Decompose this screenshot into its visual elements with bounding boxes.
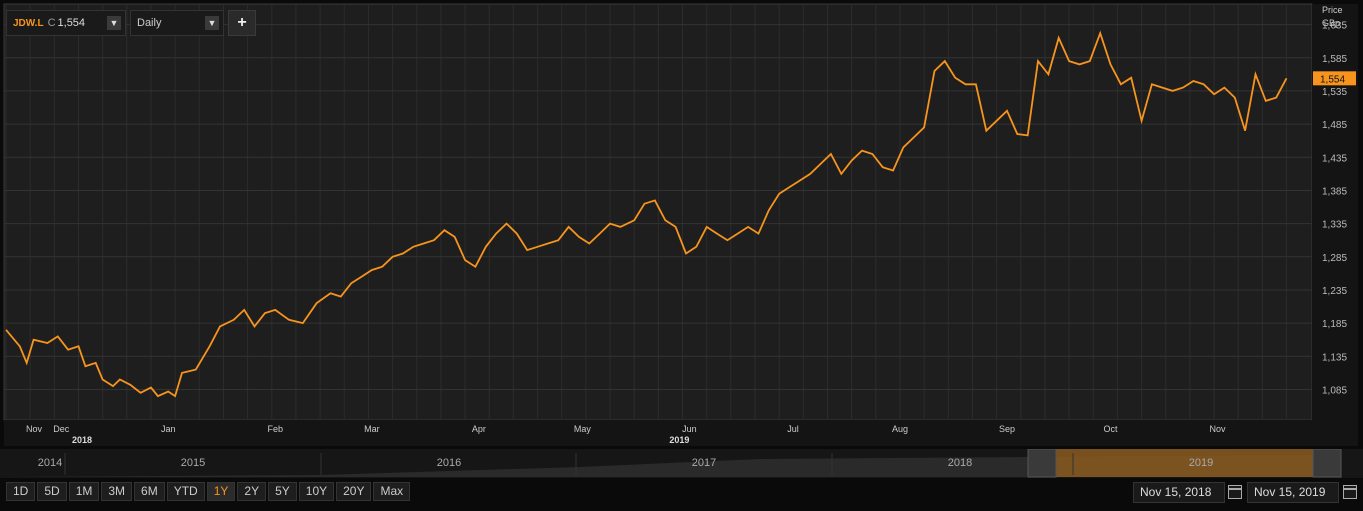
last-price-label: 1,554 bbox=[1320, 74, 1345, 85]
chevron-down-icon[interactable]: ▼ bbox=[107, 16, 121, 30]
range-button-10y[interactable]: 10Y bbox=[298, 482, 335, 501]
frequency-selector[interactable]: Daily ▼ bbox=[130, 10, 224, 36]
chevron-down-icon[interactable]: ▼ bbox=[205, 16, 219, 30]
navigator-selection[interactable] bbox=[1040, 449, 1314, 477]
x-tick-label: Feb bbox=[267, 424, 283, 434]
y-tick-label: 1,635 bbox=[1322, 21, 1347, 32]
x-tick-label: May bbox=[574, 424, 592, 434]
x-tick-label: Nov bbox=[1210, 424, 1227, 434]
range-button-5d[interactable]: 5D bbox=[37, 482, 67, 501]
y-unit-label: Price bbox=[1322, 5, 1343, 15]
x-tick-label: Apr bbox=[472, 424, 486, 434]
start-date-field[interactable]: Nov 15, 2018 bbox=[1133, 482, 1225, 503]
y-tick-label: 1,185 bbox=[1322, 319, 1347, 330]
last-price-marker bbox=[1313, 71, 1356, 86]
frequency-label: Daily bbox=[137, 17, 162, 29]
calendar-icon[interactable] bbox=[1228, 485, 1242, 499]
x-tick-label: Aug bbox=[892, 424, 908, 434]
range-button-ytd[interactable]: YTD bbox=[166, 482, 205, 501]
navigator-year-label: 2014 bbox=[38, 457, 62, 469]
y-tick-label: 1,085 bbox=[1322, 385, 1347, 396]
add-study-button[interactable]: + bbox=[228, 10, 256, 36]
range-buttons: 1D 5D 1M 3M 6M YTD 1Y 2Y 5Y 10Y 20Y Max bbox=[6, 482, 411, 501]
y-tick-label: 1,235 bbox=[1322, 286, 1347, 297]
navigator-area bbox=[0, 455, 1313, 477]
calendar-icon[interactable] bbox=[1343, 485, 1357, 499]
range-button-1d[interactable]: 1D bbox=[6, 482, 36, 501]
x-tick-label: Jul bbox=[787, 424, 799, 434]
y-unit-label: GBp bbox=[1322, 18, 1340, 28]
y-tick-label: 1,335 bbox=[1322, 220, 1347, 231]
y-tick-label: 1,135 bbox=[1322, 352, 1347, 363]
close-value: 1,554 bbox=[57, 17, 86, 29]
end-date-value: Nov 15, 2019 bbox=[1254, 485, 1326, 499]
navigator-overlay[interactable]: 2014 2015 2016 2017 2018 2019 bbox=[0, 449, 1363, 479]
range-button-1y[interactable]: 1Y bbox=[206, 482, 236, 501]
x-tick-label: Jan bbox=[161, 424, 176, 434]
range-button-20y[interactable]: 20Y bbox=[336, 482, 372, 501]
navigator-handle-left[interactable] bbox=[1027, 449, 1057, 478]
x-year-label: 2019 bbox=[669, 435, 689, 445]
ticker-label: JDW.L bbox=[13, 17, 44, 29]
range-button-6m[interactable]: 6M bbox=[134, 482, 165, 501]
end-date-field[interactable]: Nov 15, 2019 bbox=[1247, 482, 1339, 503]
range-button-3m[interactable]: 3M bbox=[101, 482, 133, 501]
navigator-year-label: 2018 bbox=[948, 457, 972, 469]
x-year-label: 2018 bbox=[72, 435, 92, 445]
x-tick-label: Dec bbox=[53, 424, 70, 434]
close-prefix: C bbox=[47, 17, 56, 29]
range-button-5y[interactable]: 5Y bbox=[268, 482, 297, 501]
chart-toolbar: JDW.L C 1,554 ▼ Daily ▼ + bbox=[6, 10, 256, 38]
y-tick-label: 1,485 bbox=[1322, 120, 1347, 131]
symbol-selector[interactable]: JDW.L C 1,554 ▼ bbox=[6, 10, 126, 36]
x-tick-label: Oct bbox=[1104, 424, 1119, 434]
y-tick-label: 1,385 bbox=[1322, 186, 1347, 197]
start-date-value: Nov 15, 2018 bbox=[1140, 485, 1212, 499]
y-tick-label: 1,535 bbox=[1322, 87, 1347, 98]
navigator-year-label: 2016 bbox=[437, 457, 461, 469]
range-button-2y[interactable]: 2Y bbox=[237, 482, 267, 501]
x-tick-label: Sep bbox=[999, 424, 1015, 434]
navigator-year-label: 2015 bbox=[181, 457, 205, 469]
range-button-max[interactable]: Max bbox=[373, 482, 411, 501]
x-axis-area bbox=[4, 420, 1358, 446]
navigator-year-label: 2019 bbox=[1189, 457, 1213, 469]
x-tick-label: Mar bbox=[364, 424, 380, 434]
x-tick-label: Nov bbox=[26, 424, 43, 434]
x-tick-label: Jun bbox=[682, 424, 697, 434]
y-tick-label: 1,285 bbox=[1322, 253, 1347, 264]
price-line bbox=[5, 30, 1288, 398]
y-tick-label: 1,435 bbox=[1322, 153, 1347, 164]
navigator-year-label: 2017 bbox=[692, 457, 716, 469]
range-button-1m[interactable]: 1M bbox=[68, 482, 100, 501]
navigator-handle-right[interactable] bbox=[1312, 449, 1342, 478]
y-tick-label: 1,585 bbox=[1322, 54, 1347, 65]
